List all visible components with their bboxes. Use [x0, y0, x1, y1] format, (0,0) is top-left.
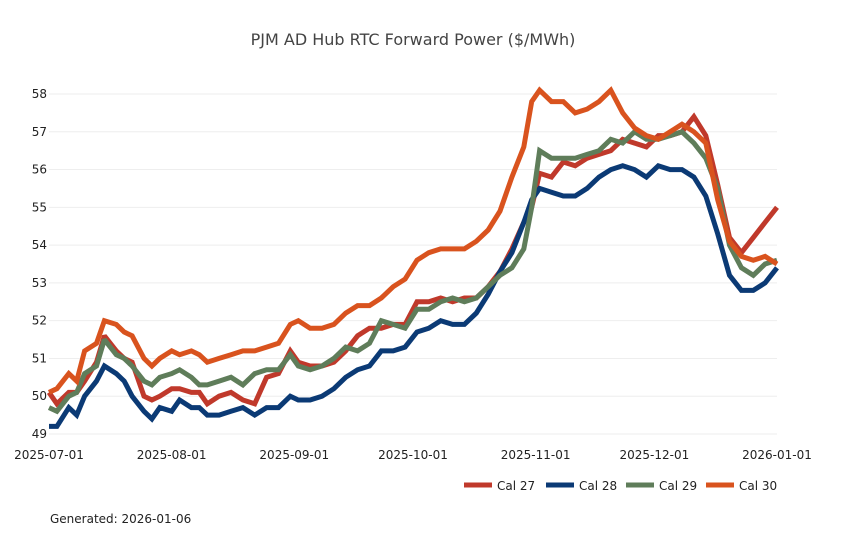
x-tick-label: 2025-10-01 [378, 448, 448, 462]
y-tick-label: 50 [32, 389, 47, 403]
series-lines [46, 86, 779, 429]
legend-label: Cal 27 [497, 479, 535, 493]
y-axis: 49 50 51 52 53 54 55 56 57 58 [32, 87, 47, 441]
legend-item: Cal 30 [706, 479, 777, 493]
y-tick-label: 57 [32, 125, 47, 139]
y-tick-label: 53 [32, 276, 47, 290]
y-tick-label: 49 [32, 427, 47, 441]
generated-date-label: Generated: 2026-01-06 [50, 512, 192, 526]
y-tick-label: 51 [32, 351, 47, 365]
legend-label: Cal 30 [739, 479, 777, 493]
y-tick-label: 54 [32, 238, 47, 252]
legend-item: Cal 29 [626, 479, 697, 493]
y-tick-label: 58 [32, 87, 47, 101]
legend-item: Cal 27 [464, 479, 535, 493]
series-line-cal-30 [47, 86, 779, 395]
grid-lines [49, 93, 777, 435]
x-tick-label: 2025-08-01 [137, 448, 207, 462]
x-tick-label: 2025-12-01 [619, 448, 689, 462]
x-axis: 2025-07-01 2025-08-01 2025-09-01 2025-10-01… [14, 448, 812, 462]
legend: Cal 27 Cal 28 Cal 29 Cal 30 [464, 479, 777, 493]
series-line-cal-29 [47, 128, 778, 415]
legend-item: Cal 28 [546, 479, 617, 493]
x-tick-label: 2025-09-01 [259, 448, 329, 462]
x-tick-label: 2025-07-01 [14, 448, 84, 462]
legend-label: Cal 28 [579, 479, 617, 493]
x-tick-label: 2026-01-01 [742, 448, 812, 462]
y-tick-label: 55 [32, 200, 47, 214]
y-tick-label: 56 [32, 163, 47, 177]
legend-label: Cal 29 [659, 479, 697, 493]
chart-title: PJM AD Hub RTC Forward Power ($/MWh) [251, 30, 576, 49]
y-tick-label: 52 [32, 314, 47, 328]
series-line-cal-28 [49, 162, 779, 429]
x-tick-label: 2025-11-01 [501, 448, 571, 462]
